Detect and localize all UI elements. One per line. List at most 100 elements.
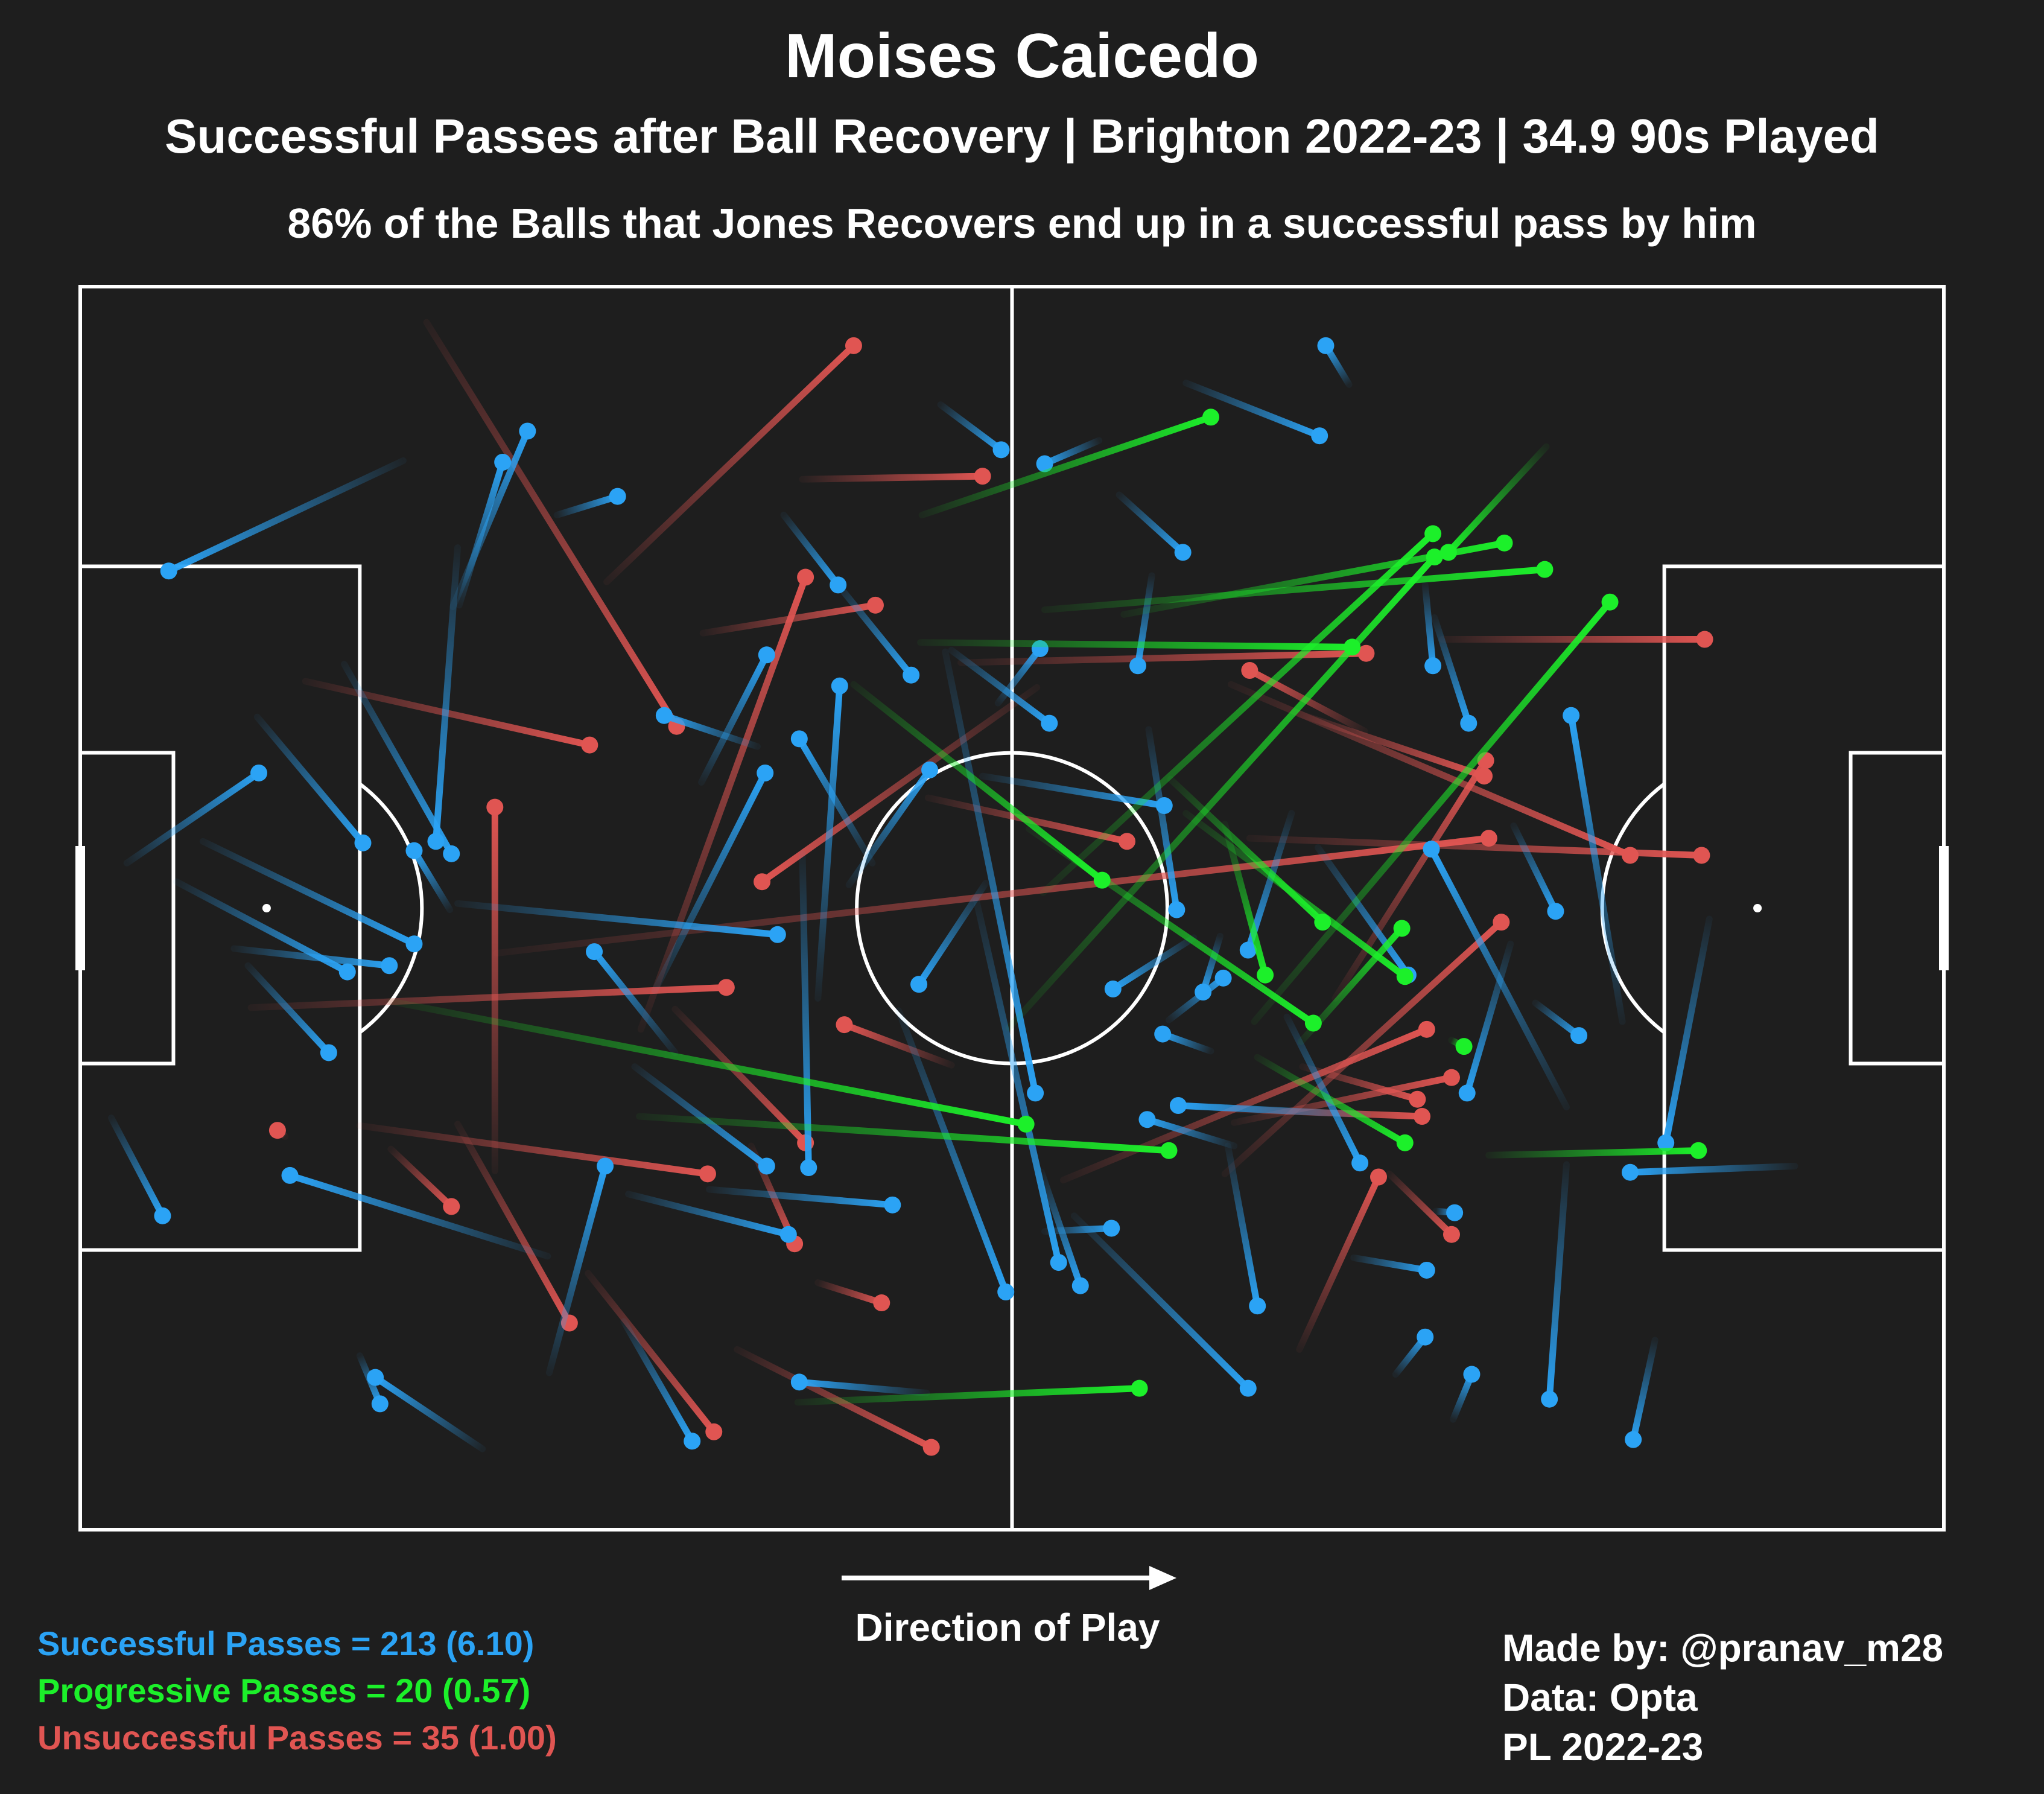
unsuccessful-pass-end-marker (797, 568, 814, 586)
progressive-pass-end-marker (1601, 593, 1619, 611)
successful-pass-line (591, 948, 679, 1056)
successful-pass-line (625, 1191, 792, 1238)
successful-pass-line (834, 581, 915, 679)
progressive-pass-end-marker (1093, 871, 1111, 889)
credits: Made by: @pranav_m28 Data: Opta PL 2022-… (1502, 1623, 1943, 1772)
successful-pass-line (341, 661, 455, 857)
progressive-pass-line (1039, 530, 1436, 896)
progressive-pass-line (918, 413, 1214, 519)
unsuccessful-pass-end-marker (443, 1198, 460, 1215)
successful-pass-line (253, 713, 366, 847)
unsuccessful-pass-line (799, 472, 986, 483)
successful-pass-end-marker (1214, 969, 1232, 987)
successful-pass-line (1165, 975, 1227, 1023)
successful-pass-end-marker (405, 935, 423, 953)
successful-pass-line (937, 401, 1005, 453)
unsuccessful-pass-line (1296, 1173, 1382, 1353)
legend-unsuccessful: Unsuccessful Passes = 35 (1.00) (37, 1719, 557, 1757)
successful-pass-end-marker (160, 562, 177, 580)
unsuccessful-pass-line (423, 319, 680, 730)
successful-pass-line (1627, 1162, 1798, 1176)
successful-pass-end-marker (338, 963, 356, 981)
successful-pass-end-marker (1169, 1097, 1187, 1115)
successful-pass-line (1510, 822, 1559, 915)
successful-pass-end-marker (1463, 1366, 1481, 1383)
progressive-pass-end-marker (1455, 1038, 1473, 1055)
unsuccessful-pass-end-marker (1414, 1108, 1431, 1125)
unsuccessful-pass-line (1246, 835, 1705, 859)
successful-pass-line (199, 838, 417, 947)
successful-pass-end-marker (1104, 980, 1122, 997)
successful-pass-end-marker (1657, 1134, 1675, 1151)
progressive-pass-end-marker (1160, 1142, 1178, 1159)
progressive-pass-end-marker (1393, 920, 1411, 937)
left-six-yard-box (78, 751, 176, 1066)
chart-title: Moises Caicedo (784, 21, 1260, 91)
successful-pass-end-marker (405, 842, 423, 859)
successful-pass-end-marker (790, 730, 808, 748)
successful-pass-end-marker (779, 1226, 797, 1243)
legend: Successful Passes = 213 (6.10) Progressi… (37, 1620, 557, 1761)
successful-pass-line (661, 712, 761, 750)
successful-pass-line (454, 900, 781, 938)
successful-pass-end-marker (790, 1373, 808, 1391)
successful-pass-line (123, 769, 262, 867)
successful-pass-line (706, 1186, 896, 1209)
unsuccessful-pass-end-marker (1409, 1090, 1426, 1108)
successful-pass-end-marker (154, 1207, 171, 1224)
unsuccessful-pass-end-marker (1693, 847, 1710, 864)
progressive-pass-line (1182, 810, 1409, 980)
unsuccessful-pass-end-marker (486, 798, 504, 816)
successful-pass-end-marker (684, 1433, 701, 1450)
successful-pass-end-marker (831, 677, 848, 695)
unsuccessful-pass-line (758, 684, 1041, 885)
unsuccessful-pass-line (814, 1279, 885, 1306)
progressive-pass-end-marker (1426, 549, 1443, 566)
right-penalty-arc (1600, 782, 1666, 1034)
successful-pass-line (915, 880, 989, 988)
successful-pass-end-marker (757, 764, 774, 781)
unsuccessful-pass-end-marker (845, 337, 862, 354)
successful-pass-line (287, 1172, 551, 1260)
unsuccessful-pass-line (356, 1122, 711, 1177)
successful-pass-line (796, 735, 876, 867)
successful-pass-line (1630, 1337, 1658, 1443)
successful-pass-end-marker (903, 666, 920, 684)
successful-pass-end-marker (1418, 1261, 1435, 1279)
unsuccessful-pass-line (585, 1270, 717, 1436)
successful-pass-line (620, 1318, 696, 1445)
successful-pass-end-marker (494, 453, 512, 471)
direction-arrow (842, 1566, 1176, 1590)
successful-pass-end-marker (1239, 941, 1257, 959)
unsuccessful-pass-end-marker (1241, 662, 1258, 679)
successful-pass-end-marker (1129, 657, 1147, 675)
progressive-pass-line (1485, 1147, 1702, 1159)
successful-pass-line (1041, 437, 1103, 468)
progressive-pass-line (387, 998, 1030, 1128)
unsuccessful-pass-line (699, 602, 879, 637)
successful-pass-end-marker (655, 707, 673, 724)
progressive-pass-line (1445, 443, 1550, 556)
successful-pass-end-marker (1138, 1111, 1156, 1128)
unsuccessful-pass-line (247, 984, 730, 1011)
successful-pass-end-marker (1154, 1025, 1172, 1043)
successful-pass-end-marker (1249, 1297, 1266, 1315)
successful-pass-line (1143, 1116, 1238, 1150)
successful-pass-line (948, 647, 1053, 727)
successful-pass-line (698, 651, 770, 786)
successful-pass-end-marker (884, 1196, 901, 1213)
successful-pass-line (1431, 614, 1472, 727)
successful-pass-line (796, 1378, 930, 1396)
successful-pass-end-marker (320, 1044, 337, 1061)
unsuccessful-pass-end-marker (1493, 914, 1510, 931)
unsuccessful-pass-end-marker (268, 1122, 286, 1139)
progressive-pass-end-marker (1257, 966, 1274, 984)
successful-pass-line (1145, 726, 1180, 914)
progressive-pass-line (1254, 1054, 1409, 1147)
unsuccessful-pass-end-marker (699, 1165, 716, 1183)
unsuccessful-pass-line (840, 1021, 955, 1069)
successful-pass-end-marker (281, 1166, 299, 1184)
unsuccessful-pass-line (1331, 757, 1490, 1002)
right-penalty-spot (1753, 904, 1762, 912)
unsuccessful-pass-line (1231, 1074, 1455, 1126)
